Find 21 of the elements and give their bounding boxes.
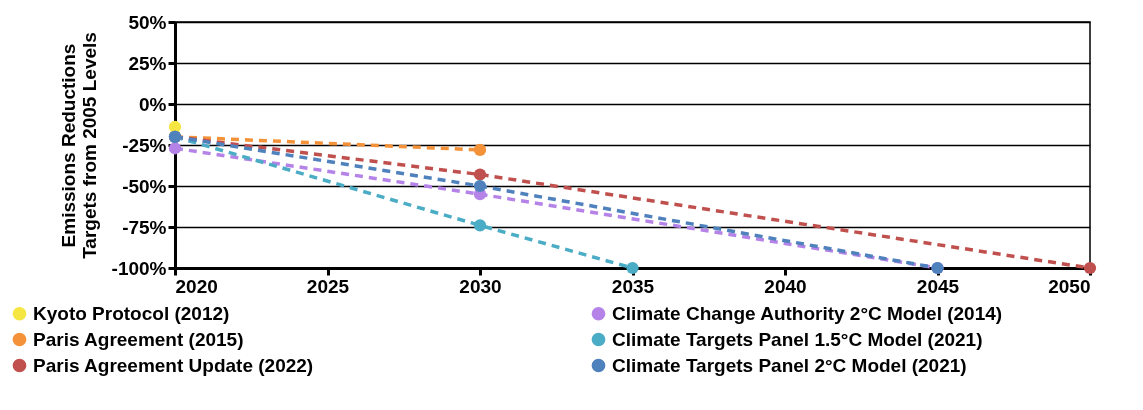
y-tick-label: -25%: [122, 134, 167, 156]
x-tick-label: 2020: [175, 275, 218, 297]
y-tick-label: -50%: [122, 175, 167, 197]
y-tick-label: 50%: [128, 11, 167, 33]
x-tick-label: 2045: [916, 275, 960, 297]
x-tick-label: 2035: [611, 275, 655, 297]
y-tick-label: 0%: [139, 93, 167, 115]
legend-label: Paris Agreement Update (2022): [33, 354, 314, 376]
y-tick-label: -75%: [122, 216, 167, 238]
legend-label: Climate Change Authority 2°C Model (2014): [612, 302, 1003, 324]
x-tick-label: 2030: [459, 275, 502, 297]
legend-label: Climate Targets Panel 2°C Model (2021): [612, 354, 967, 376]
x-tick-label: 2040: [764, 275, 807, 297]
x-tick-label: 2025: [306, 275, 350, 297]
legend-label: Paris Agreement (2015): [33, 328, 244, 350]
x-tick-label: 2050: [1048, 275, 1091, 297]
legend-label: Climate Targets Panel 1.5°C Model (2021): [612, 328, 983, 350]
y-axis-title: Emissions Reductions Targets from 2005 Levels: [57, 32, 100, 259]
y-tick-label: 25%: [128, 52, 167, 74]
y-tick-label: -100%: [111, 257, 167, 279]
legend-label: Kyoto Protocol (2012): [33, 302, 230, 324]
